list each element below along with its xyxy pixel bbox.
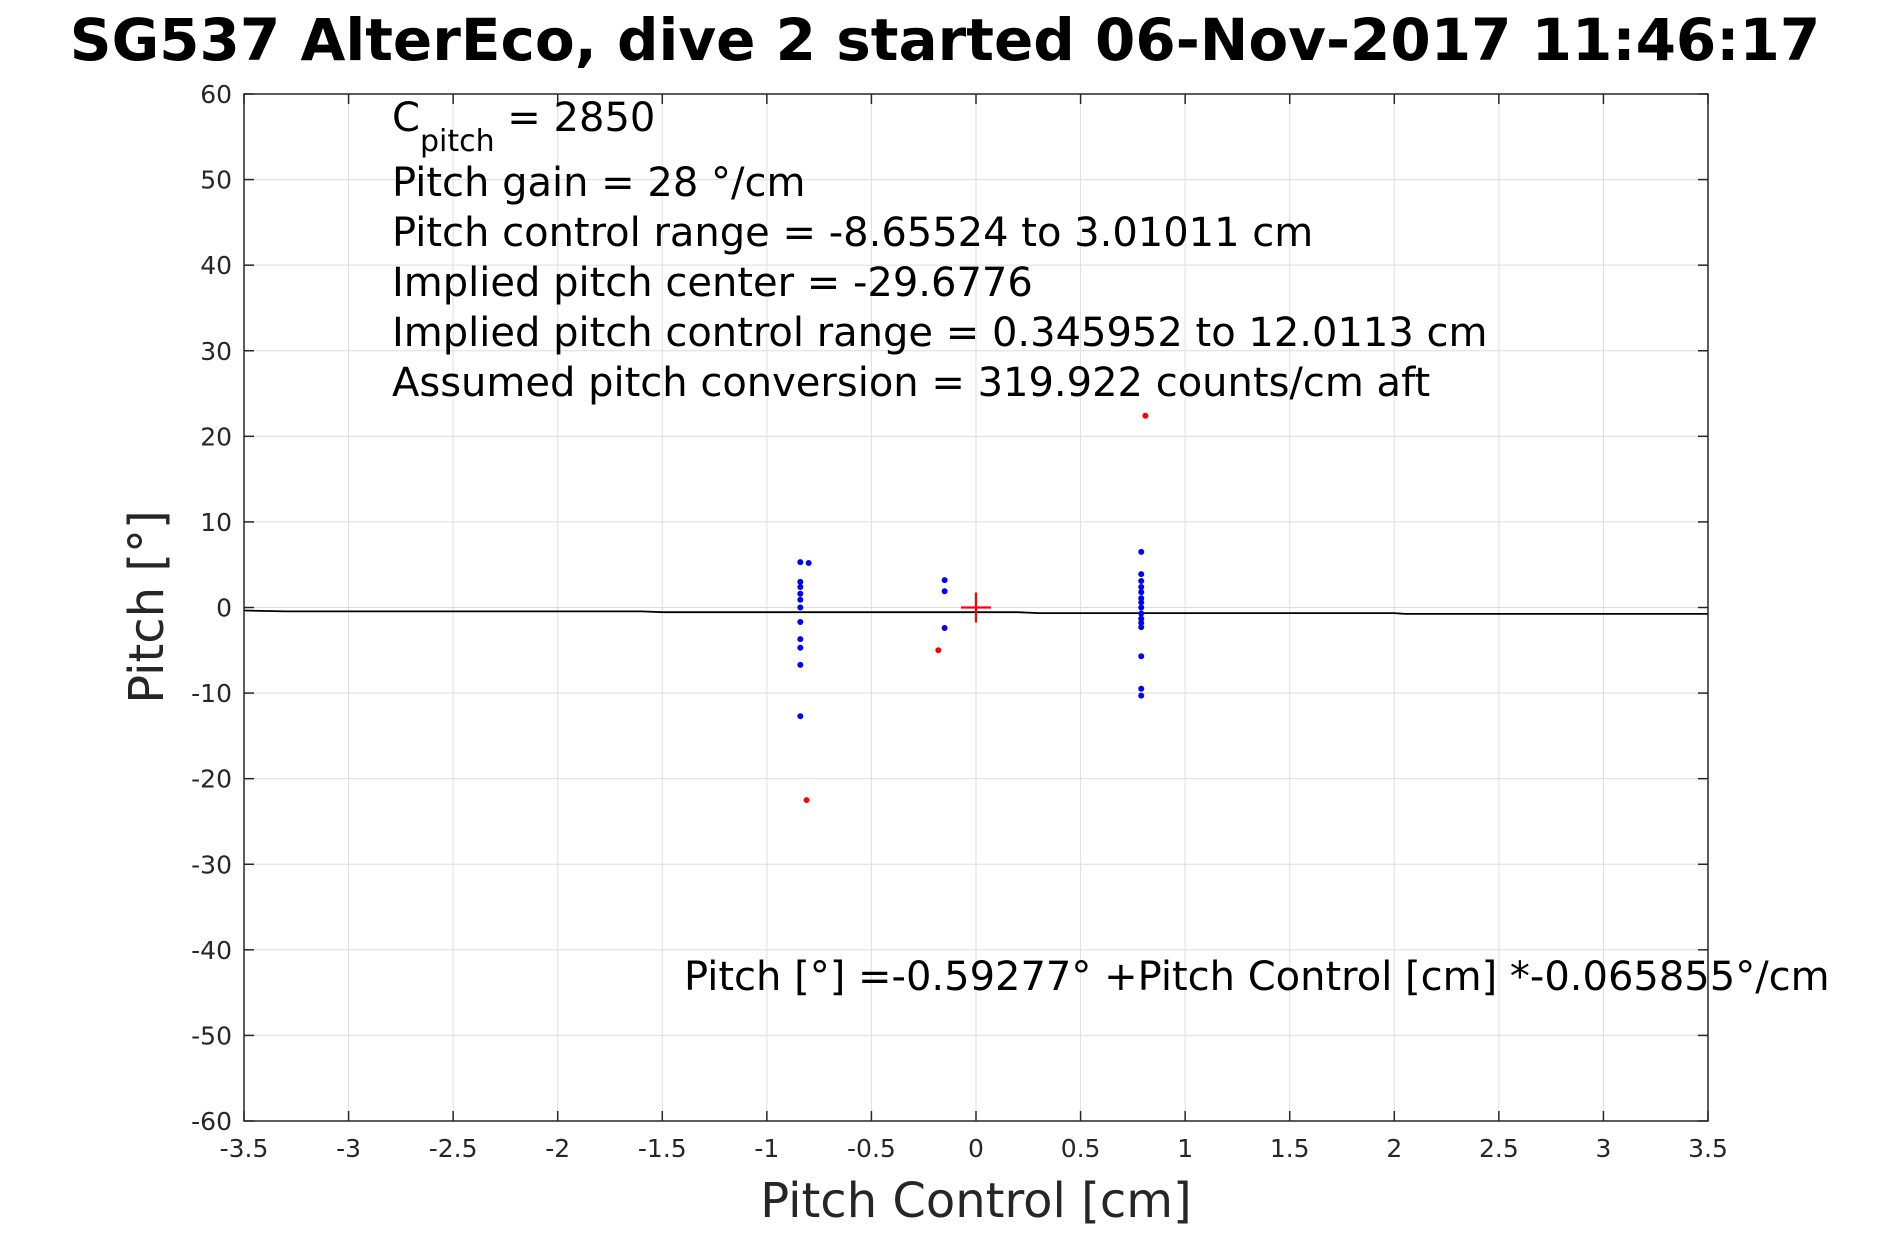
x-tick-label: 0.5 [1061, 1134, 1101, 1163]
y-tick-label: -30 [191, 850, 232, 879]
c-pitch-value: = 2850 [495, 95, 656, 141]
data-point [1138, 583, 1145, 590]
pitch-gain-annotation: Pitch gain = 28 °/cm [392, 160, 805, 206]
data-point [797, 590, 804, 597]
data-point [797, 583, 804, 590]
data-point [1138, 610, 1145, 617]
y-tick-label: 10 [200, 508, 232, 537]
y-tick-label: -50 [191, 1021, 232, 1050]
data-point [797, 596, 804, 603]
fit-line [243, 609, 1708, 615]
y-tick-label: 60 [200, 80, 232, 109]
pitch-control-range-annotation: Pitch control range = -8.65524 to 3.0101… [392, 210, 1313, 256]
x-tick-label: -2 [545, 1134, 570, 1163]
data-point [1138, 571, 1145, 578]
y-tick-label: 0 [216, 594, 232, 623]
data-point [941, 577, 948, 584]
c-pitch-subscript: pitch [420, 124, 495, 159]
c-pitch-base: C [392, 95, 420, 141]
x-tick-label: 0 [968, 1134, 984, 1163]
data-point [1138, 577, 1145, 584]
x-tick-label: -1.5 [638, 1134, 687, 1163]
y-tick-label: 40 [200, 251, 232, 280]
data-point [941, 625, 948, 632]
x-tick-label: 3 [1595, 1134, 1611, 1163]
c-pitch-annotation: Cpitch = 2850 [392, 95, 655, 159]
y-tick-label: -10 [191, 679, 232, 708]
data-point [805, 559, 812, 566]
fit-equation-annotation: Pitch [°] =-0.59277° +Pitch Control [cm]… [684, 954, 1830, 1000]
outlier-point [935, 647, 942, 654]
x-tick-label: 1.5 [1270, 1134, 1310, 1163]
data-point [1138, 589, 1145, 596]
data-point [1138, 624, 1145, 631]
y-tick-label: 20 [200, 422, 232, 451]
center-marker [961, 592, 991, 623]
outlier-point [1142, 412, 1149, 419]
y-tick-label: -40 [191, 936, 232, 965]
data-point [797, 713, 804, 720]
data-point [1138, 653, 1145, 660]
data-point [1138, 685, 1145, 692]
x-tick-label: 2 [1386, 1134, 1402, 1163]
data-point [797, 619, 804, 626]
x-axis-label: Pitch Control [cm] [760, 1173, 1191, 1229]
x-tick-label: -2.5 [429, 1134, 478, 1163]
parameter-annotations: Cpitch = 2850 Pitch gain = 28 °/cm Pitch… [392, 95, 1488, 406]
x-tick-label: 2.5 [1479, 1134, 1519, 1163]
data-point [1138, 595, 1145, 602]
data-point [797, 636, 804, 643]
y-tick-label: 30 [200, 337, 232, 366]
data-point [1138, 599, 1145, 606]
chart-title: SG537 AlterEco, dive 2 started 06-Nov-20… [70, 6, 1820, 74]
data-point [1138, 604, 1145, 611]
data-point [797, 559, 804, 566]
implied-pitch-center-annotation: Implied pitch center = -29.6776 [392, 260, 1033, 306]
y-axis-label: Pitch [°] [119, 510, 175, 704]
data-point [1138, 548, 1145, 555]
assumed-pitch-conversion-annotation: Assumed pitch conversion = 319.922 count… [392, 360, 1430, 406]
y-tick-label: 50 [200, 166, 232, 195]
data-point [797, 604, 804, 611]
data-point [1138, 619, 1145, 626]
y-tick-labels: -60 -50 -40 -30 -20 -10 0 10 20 30 40 50 60 [191, 80, 232, 1136]
data-point [797, 578, 804, 585]
data-points-layer [797, 412, 1149, 804]
x-tick-label: -3.5 [220, 1134, 269, 1163]
x-tick-labels: -3.5 -3 -2.5 -2 -1.5 -1 -0.5 0 0.5 1 1.5 2 2.5 3 3.5 [220, 1134, 1728, 1163]
x-tick-label: 3.5 [1688, 1134, 1728, 1163]
data-point [797, 644, 804, 651]
x-tick-label: -1 [754, 1134, 779, 1163]
y-tick-label: -20 [191, 765, 232, 794]
x-tick-label: -3 [336, 1134, 361, 1163]
data-point [1138, 692, 1145, 699]
data-point [1138, 615, 1145, 622]
fit-line-layer [243, 609, 1708, 615]
y-tick-label: -60 [191, 1107, 232, 1136]
data-point [941, 588, 948, 595]
axis-ticks [243, 93, 1709, 1122]
implied-pitch-control-range-annotation: Implied pitch control range = 0.345952 t… [392, 310, 1488, 356]
outlier-point [803, 797, 810, 804]
x-tick-label: 1 [1177, 1134, 1193, 1163]
x-tick-label: -0.5 [847, 1134, 896, 1163]
data-point [797, 661, 804, 668]
